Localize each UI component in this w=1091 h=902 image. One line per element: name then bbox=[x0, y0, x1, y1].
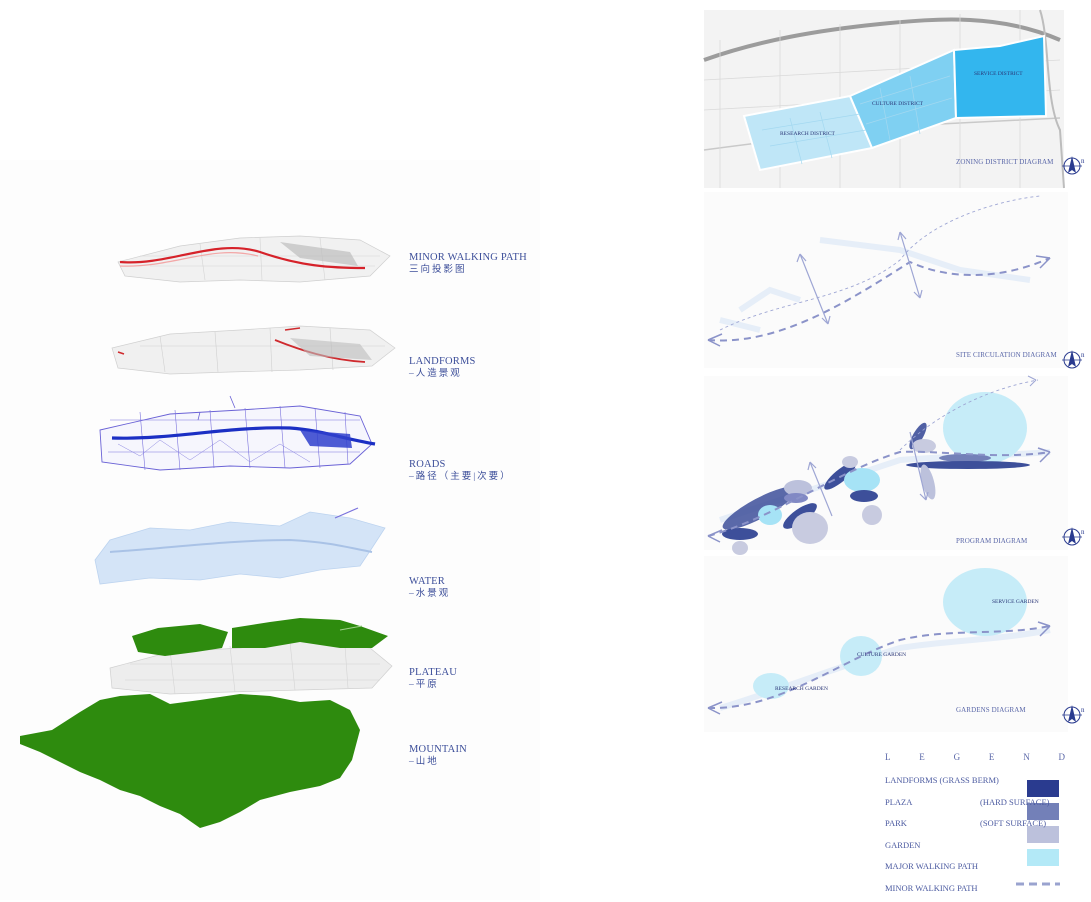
circulation-diagram-title: SITE CIRCULATION DIAGRAM bbox=[956, 351, 1057, 359]
legend-swatch-landforms bbox=[1027, 780, 1059, 797]
diagram-column: RESEARCH DISTRICT CULTURE DISTRICT SERVI… bbox=[703, 9, 1068, 732]
program-diagram-title: PROGRAM DIAGRAM bbox=[956, 537, 1028, 545]
north-label: n bbox=[1081, 157, 1085, 165]
label-mountain: MOUNTAIN –山地 bbox=[409, 744, 467, 768]
north-arrow-icon: n bbox=[1062, 705, 1085, 724]
research-garden-shape bbox=[753, 673, 789, 699]
layer-subtitle: –平原 bbox=[409, 680, 439, 690]
layer-landforms bbox=[111, 325, 396, 375]
layer-subtitle: –水景观 bbox=[409, 589, 451, 599]
layer-subtitle: –人造景观 bbox=[409, 369, 462, 379]
district-label-research: RESEARCH DISTRICT bbox=[780, 131, 835, 137]
legend-letter: G bbox=[953, 752, 961, 762]
legend-item-landforms: LANDFORMS (GRASS BERM) bbox=[885, 775, 999, 785]
legend-item-minor-walking-path: MINOR WALKING PATH bbox=[885, 883, 978, 893]
layer-subtitle: 三向投影图 bbox=[409, 265, 467, 275]
garden-label-service: SERVICE GARDEN bbox=[992, 599, 1039, 605]
legend-item-major-walking-path: MAJOR WALKING PATH bbox=[885, 861, 979, 871]
program-garden-circle bbox=[943, 392, 1027, 464]
legend-note-park: (SOFT SURFACE) bbox=[980, 818, 1047, 828]
layer-subtitle: –山地 bbox=[409, 757, 439, 767]
north-arrow-icon: n bbox=[1062, 156, 1085, 175]
district-label-culture: CULTURE DISTRICT bbox=[872, 101, 924, 107]
layer-title: LANDFORMS bbox=[409, 356, 476, 367]
legend-letter: D bbox=[1058, 752, 1065, 762]
legend-dashed-line bbox=[1016, 882, 1060, 886]
north-arrow-icon: n bbox=[1062, 350, 1085, 369]
legend-letter: L bbox=[885, 752, 891, 762]
layer-stack-drawing bbox=[20, 235, 396, 828]
legend-letter: N bbox=[1023, 752, 1030, 762]
legend-swatch-park bbox=[1027, 826, 1059, 843]
legend-swatch-plaza bbox=[1027, 803, 1059, 820]
layer-title: MINOR WALKING PATH bbox=[409, 252, 527, 263]
label-roads: ROADS –路径（主要|次要） bbox=[409, 459, 512, 483]
circulation-base-map bbox=[704, 192, 1068, 368]
layer-title: WATER bbox=[409, 576, 445, 587]
gardens-diagram-title: GARDENS DIAGRAM bbox=[956, 706, 1026, 714]
legend-letter: E bbox=[988, 752, 995, 762]
legend-item-garden: GARDEN bbox=[885, 840, 921, 850]
label-landforms: LANDFORMS –人造景观 bbox=[409, 356, 476, 380]
layer-subtitle: –路径（主要|次要） bbox=[409, 472, 512, 482]
layer-minor-walking-path bbox=[117, 235, 391, 283]
label-water: WATER –水景观 bbox=[409, 576, 450, 600]
legend-item-plaza: PLAZA bbox=[885, 797, 913, 807]
legend-swatch-garden bbox=[1027, 849, 1059, 866]
layer-water bbox=[94, 507, 386, 585]
service-garden-shape bbox=[943, 568, 1027, 636]
layer-plateau bbox=[109, 618, 393, 695]
north-label: n bbox=[1081, 706, 1085, 714]
culture-garden-shape bbox=[840, 636, 882, 676]
layer-title: ROADS bbox=[409, 459, 446, 470]
north-arrow-icon: n bbox=[1062, 527, 1085, 546]
legend-item-park: PARK bbox=[885, 818, 907, 828]
service-district-shape bbox=[952, 34, 1048, 120]
north-label: n bbox=[1081, 351, 1085, 359]
layer-roads bbox=[99, 395, 376, 471]
label-plateau: PLATEAU –平原 bbox=[409, 667, 457, 691]
garden-label-research: RESEARCH GARDEN bbox=[775, 686, 828, 692]
layer-title: MOUNTAIN bbox=[409, 744, 467, 755]
label-minor-walking-path: MINOR WALKING PATH 三向投影图 bbox=[409, 252, 527, 276]
layer-mountain bbox=[20, 694, 360, 828]
legend-note-plaza: (HARD SURFACE) bbox=[980, 797, 1050, 807]
layer-title: PLATEAU bbox=[409, 667, 458, 678]
zoning-diagram-title: ZONING DISTRICT DIAGRAM bbox=[956, 158, 1054, 166]
legend-title: L E G E N D bbox=[885, 752, 1065, 762]
district-label-service: SERVICE DISTRICT bbox=[974, 71, 1023, 77]
north-label: n bbox=[1081, 528, 1085, 536]
legend-letter: E bbox=[919, 752, 925, 762]
garden-label-culture: CULTURE GARDEN bbox=[857, 652, 906, 658]
